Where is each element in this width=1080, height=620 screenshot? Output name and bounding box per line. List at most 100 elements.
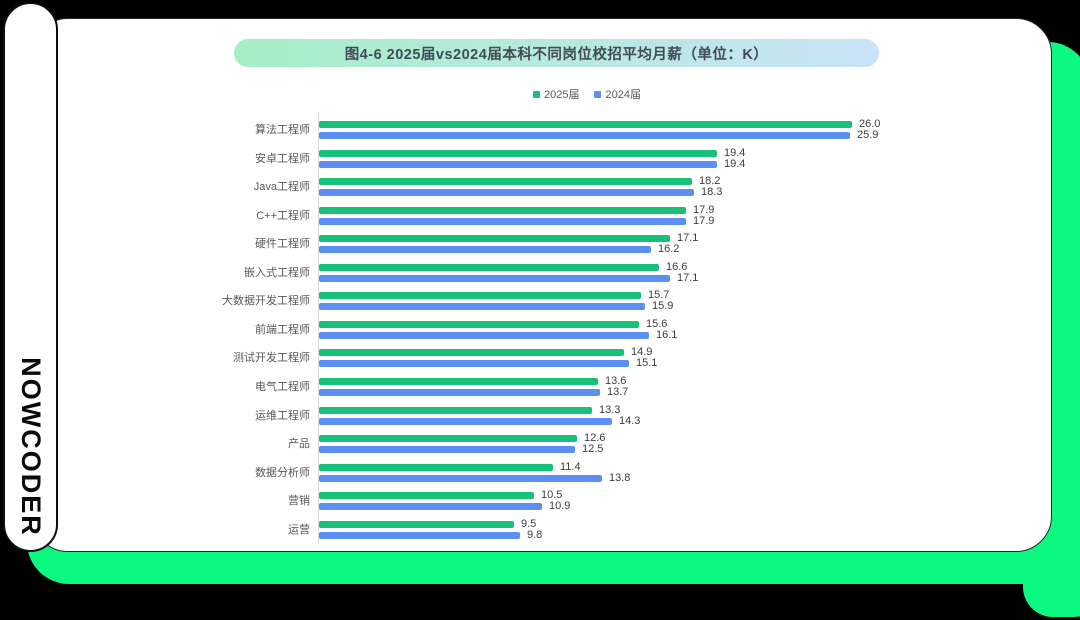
value-label-2024届: 19.4 bbox=[724, 157, 746, 170]
value-label-2025届: 17.1 bbox=[677, 232, 699, 245]
bar-2025届 bbox=[319, 178, 692, 186]
value-label-2024届: 15.9 bbox=[652, 300, 674, 313]
chart-row: 大数据开发工程师 15.7 15.9 bbox=[181, 289, 1041, 318]
category-label: Java工程师 bbox=[253, 181, 310, 194]
chart-title: 图4-6 2025届vs2024届本科不同岗位校招平均月薪（单位：K） bbox=[344, 46, 769, 63]
category-label: 算法工程师 bbox=[255, 124, 310, 136]
chart-row: 数据分析师 11.4 13.8 bbox=[181, 460, 1041, 490]
legend-item: 2025届 bbox=[533, 86, 579, 102]
category-label: 大数据开发工程师 bbox=[222, 295, 310, 308]
value-label-2024届: 13.8 bbox=[609, 471, 631, 484]
category-label: 运维工程师 bbox=[255, 409, 310, 422]
bar-2024届 bbox=[319, 274, 670, 282]
bar-2024届 bbox=[319, 132, 850, 139]
value-label-2024届: 13.7 bbox=[607, 385, 629, 398]
category-label: 电气工程师 bbox=[255, 380, 310, 393]
value-label-2025届: 17.9 bbox=[693, 203, 715, 216]
bar-chart: 算法工程师 26.0 25.9 安卓工程师 19.4 19.4 Java工程师 18.2 18.… bbox=[181, 113, 1041, 549]
bar-2024届 bbox=[319, 474, 602, 482]
chart-row: C++工程师 17.9 17.9 bbox=[181, 203, 1041, 233]
value-label-2025届: 12.6 bbox=[584, 432, 606, 445]
bar-2025届 bbox=[319, 320, 639, 328]
bar-2024届 bbox=[319, 531, 520, 539]
bar-2024届 bbox=[319, 446, 575, 454]
chart-row: 算法工程师 26.0 25.9 bbox=[181, 118, 1041, 147]
value-label-2024届: 18.3 bbox=[701, 186, 723, 199]
category-label: 营销 bbox=[288, 495, 310, 508]
value-label-2024届: 10.9 bbox=[549, 500, 571, 513]
bar-2024届 bbox=[319, 360, 629, 368]
value-label-2025届: 13.3 bbox=[599, 403, 621, 416]
category-label: 安卓工程师 bbox=[255, 152, 310, 165]
bar-2025届 bbox=[319, 149, 717, 157]
bar-2025届 bbox=[319, 377, 598, 385]
legend-label: 2025届 bbox=[544, 89, 580, 101]
value-label-2024届: 12.5 bbox=[582, 443, 604, 456]
chart-row: 前端工程师 15.6 16.1 bbox=[181, 317, 1041, 347]
category-label: 产品 bbox=[288, 438, 310, 451]
value-label-2025届: 15.7 bbox=[648, 289, 670, 302]
bar-2025届 bbox=[319, 292, 641, 300]
chart-row: 嵌入式工程师 16.6 17.1 bbox=[181, 260, 1041, 290]
chart-row: 电气工程师 13.6 13.7 bbox=[181, 375, 1041, 404]
bar-2025届 bbox=[319, 520, 514, 528]
category-label: 嵌入式工程师 bbox=[244, 266, 310, 279]
chart-row: 测试开发工程师 14.9 15.1 bbox=[181, 346, 1041, 375]
value-label-2025届: 9.5 bbox=[521, 517, 537, 530]
value-label-2025届: 14.9 bbox=[631, 346, 653, 359]
chart-title-banner: 图4-6 2025届vs2024届本科不同岗位校招平均月薪（单位：K） bbox=[234, 39, 879, 67]
value-label-2025届: 19.4 bbox=[724, 146, 746, 159]
legend-item: 2024届 bbox=[594, 86, 641, 102]
bar-2024届 bbox=[319, 160, 717, 168]
value-label-2024届: 25.9 bbox=[857, 129, 879, 141]
value-label-2024届: 14.3 bbox=[619, 414, 641, 427]
value-label-2025届: 15.6 bbox=[646, 317, 668, 330]
value-label-2024届: 16.1 bbox=[656, 328, 678, 341]
value-label-2025届: 16.6 bbox=[666, 260, 688, 273]
chart-row: 安卓工程师 19.4 19.4 bbox=[181, 146, 1041, 176]
chart-row: 产品 12.6 12.5 bbox=[181, 432, 1041, 461]
bar-2024届 bbox=[319, 503, 542, 511]
category-label: 数据分析师 bbox=[255, 466, 310, 479]
chart-row: 运维工程师 13.3 14.3 bbox=[181, 403, 1041, 433]
bar-2024届 bbox=[319, 417, 612, 425]
bar-2024届 bbox=[319, 388, 600, 396]
green-shadow-tab bbox=[1023, 540, 1080, 617]
value-label-2024届: 17.9 bbox=[693, 214, 715, 227]
bar-2025届 bbox=[319, 463, 553, 471]
brand-pill: NOWCODER bbox=[3, 2, 58, 552]
value-label-2024届: 15.1 bbox=[636, 357, 658, 370]
brand-logo-text: NOWCODER bbox=[16, 357, 46, 537]
bar-2025届 bbox=[319, 235, 670, 243]
chart-row: 营销 10.5 10.9 bbox=[181, 489, 1041, 518]
bar-2024届 bbox=[319, 303, 645, 311]
category-label: C++工程师 bbox=[256, 209, 310, 222]
value-label-2025届: 26.0 bbox=[859, 118, 881, 130]
bar-2025届 bbox=[319, 435, 577, 443]
value-label-2024届: 9.8 bbox=[527, 528, 543, 541]
value-label-2024届: 17.1 bbox=[677, 271, 699, 284]
bar-2024届 bbox=[319, 217, 686, 225]
value-label-2025届: 10.5 bbox=[541, 489, 563, 502]
bar-2025届 bbox=[319, 121, 852, 128]
legend-swatch bbox=[594, 90, 602, 98]
bar-2024届 bbox=[319, 189, 694, 197]
category-label: 硬件工程师 bbox=[255, 238, 310, 251]
bar-2025届 bbox=[319, 206, 686, 214]
value-label-2025届: 18.2 bbox=[699, 175, 721, 188]
bar-2025届 bbox=[319, 263, 659, 271]
chart-row: 硬件工程师 17.1 16.2 bbox=[181, 232, 1041, 261]
bar-2025届 bbox=[319, 406, 592, 414]
category-label: 运营 bbox=[288, 523, 310, 536]
chart-row: Java工程师 18.2 18.3 bbox=[181, 175, 1041, 204]
legend-swatch bbox=[533, 90, 540, 98]
category-label: 前端工程师 bbox=[255, 323, 310, 336]
y-axis-line bbox=[318, 113, 319, 544]
chart-legend: 2025届 2024届 bbox=[533, 86, 641, 102]
bar-2025届 bbox=[319, 349, 624, 357]
bar-2024届 bbox=[319, 246, 651, 254]
bar-2024届 bbox=[319, 331, 649, 339]
report-card: 图4-6 2025届vs2024届本科不同岗位校招平均月薪（单位：K） 2025… bbox=[32, 18, 1052, 552]
value-label-2025届: 11.4 bbox=[560, 460, 581, 473]
